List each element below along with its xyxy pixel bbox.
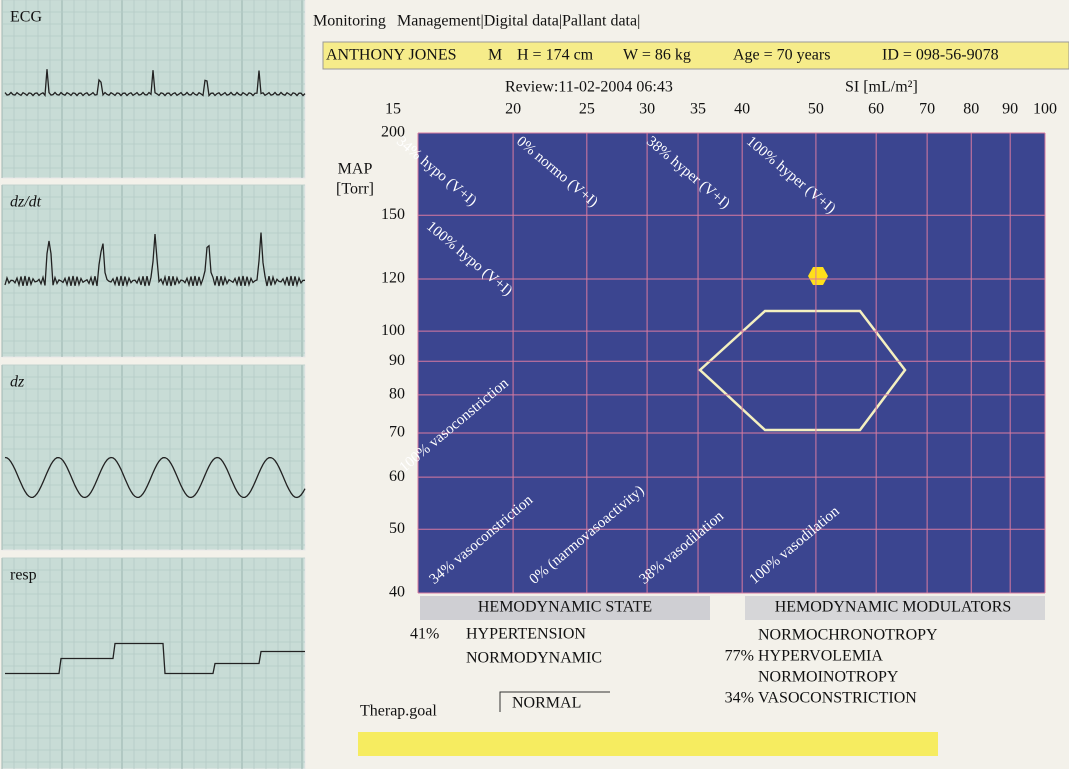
patient-weight: W = 86 kg bbox=[623, 47, 691, 64]
patient-height: H = 174 cm bbox=[517, 47, 594, 64]
x-tick-label: 25 bbox=[579, 101, 595, 118]
modulators-title: HEMODYNAMIC MODULATORS bbox=[775, 599, 1012, 616]
patient-sex: M bbox=[488, 47, 502, 64]
modulator-text: VASOCONSTRICTION bbox=[758, 690, 917, 707]
y-axis-label: MAP bbox=[338, 161, 373, 178]
strip bbox=[2, 185, 305, 357]
x-tick-label: 60 bbox=[868, 101, 884, 118]
x-tick-label: 50 bbox=[808, 101, 824, 118]
therapy-label: Therap.goal bbox=[360, 703, 437, 720]
strip-label: dz bbox=[10, 374, 25, 391]
patient-name: ANTHONY JONES bbox=[326, 47, 457, 64]
y-tick-label: 120 bbox=[381, 270, 405, 287]
x-tick-label: 20 bbox=[505, 101, 521, 118]
y-tick-label: 150 bbox=[381, 206, 405, 223]
x-tick-label: 70 bbox=[919, 101, 935, 118]
y-tick-label: 50 bbox=[389, 520, 405, 537]
patient-id: ID = 098-56-9078 bbox=[882, 47, 999, 64]
x-tick-label: 100 bbox=[1033, 101, 1057, 118]
monitor-screen: Monitoring Management|Digital data|Palla… bbox=[0, 0, 1069, 769]
review-date: Review:11-02-2004 06:43 bbox=[505, 79, 673, 96]
patient-age: Age = 70 years bbox=[733, 47, 830, 64]
modulator-percent: 34% bbox=[725, 690, 754, 707]
x-tick-label: 15 bbox=[385, 101, 401, 118]
y-axis-label: [Torr] bbox=[336, 181, 374, 198]
modulator-percent: 77% bbox=[725, 648, 754, 665]
menu-item[interactable]: Monitoring bbox=[313, 13, 386, 30]
state-percent: 41% bbox=[410, 626, 439, 643]
x-tick-label: 35 bbox=[690, 101, 706, 118]
strip bbox=[2, 365, 305, 550]
y-tick-label: 90 bbox=[389, 352, 405, 369]
x-tick-label: 80 bbox=[963, 101, 979, 118]
x-axis-label: SI [mL/m²] bbox=[845, 79, 918, 96]
y-tick-label: 40 bbox=[389, 584, 405, 601]
strip-label: resp bbox=[10, 567, 37, 584]
modulator-text: NORMOINOTROPY bbox=[758, 669, 899, 686]
y-tick-label: 80 bbox=[389, 386, 405, 403]
modulator-text: HYPERVOLEMIA bbox=[758, 648, 883, 665]
x-tick-label: 90 bbox=[1002, 101, 1018, 118]
y-tick-label: 100 bbox=[381, 322, 405, 339]
y-tick-label: 70 bbox=[389, 424, 405, 441]
x-tick-label: 40 bbox=[734, 101, 750, 118]
modulator-text: NORMOCHRONOTROPY bbox=[758, 627, 938, 644]
x-tick-label: 30 bbox=[639, 101, 655, 118]
strip-label: dz/dt bbox=[10, 194, 42, 211]
strip bbox=[2, 0, 305, 178]
strip-label: ECG bbox=[10, 9, 42, 26]
therapy-bar bbox=[358, 732, 938, 756]
therapy-value: NORMAL bbox=[512, 695, 581, 712]
state-title: HEMODYNAMIC STATE bbox=[478, 599, 652, 616]
state-text: HYPERTENSION bbox=[466, 626, 586, 643]
state-text: NORMODYNAMIC bbox=[466, 650, 602, 667]
menu-item[interactable]: Management|Digital data|Pallant data| bbox=[397, 13, 640, 30]
